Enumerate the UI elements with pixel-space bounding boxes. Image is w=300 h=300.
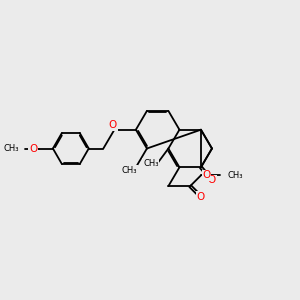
Text: O: O [202, 170, 211, 180]
Text: O: O [29, 143, 38, 154]
Text: CH₃: CH₃ [143, 159, 158, 168]
Text: O: O [208, 176, 216, 185]
Text: O: O [197, 192, 205, 202]
Text: CH₃: CH₃ [227, 171, 243, 180]
Text: CH₃: CH₃ [122, 166, 137, 175]
Text: O: O [109, 120, 117, 130]
Text: CH₃: CH₃ [3, 144, 19, 153]
